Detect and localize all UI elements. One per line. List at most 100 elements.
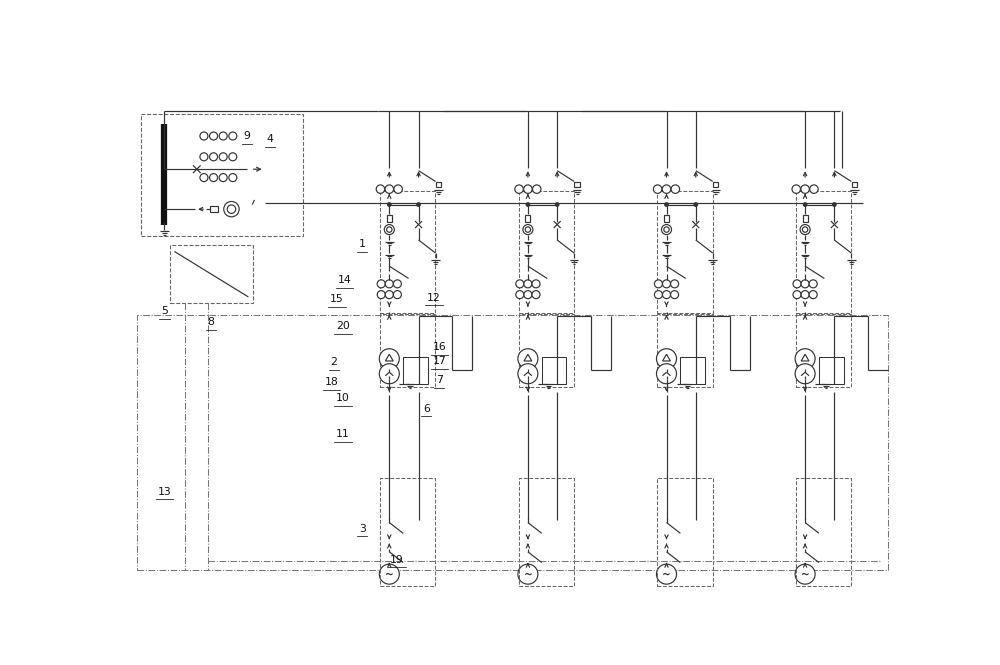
Circle shape [393,280,401,288]
Circle shape [524,291,532,299]
Circle shape [555,203,559,206]
Circle shape [210,153,218,161]
Bar [141,114,303,236]
Circle shape [656,564,677,584]
Circle shape [385,291,393,299]
Circle shape [524,280,532,288]
Circle shape [379,348,399,368]
Circle shape [518,364,538,384]
Text: 16: 16 [432,342,446,352]
Circle shape [516,280,524,288]
Bar [664,215,669,222]
Text: 7: 7 [436,375,443,385]
Bar [657,314,713,387]
Circle shape [219,153,227,161]
Bar [403,357,428,384]
Text: ~: ~ [662,569,671,579]
Circle shape [662,280,671,288]
Circle shape [210,132,218,140]
Text: ~: ~ [385,569,394,579]
Bar [657,478,713,586]
Text: 9: 9 [243,131,250,141]
Text: 4: 4 [267,134,273,144]
Circle shape [516,291,524,299]
Circle shape [224,201,239,217]
Circle shape [518,348,538,368]
Circle shape [671,185,680,194]
Text: 15: 15 [330,294,344,305]
Bar [380,192,435,313]
Circle shape [394,185,402,194]
Text: 10: 10 [336,393,350,403]
Circle shape [393,291,401,299]
Circle shape [653,185,662,194]
Circle shape [803,203,807,206]
Circle shape [200,174,208,182]
Circle shape [809,280,817,288]
Bar [380,314,435,387]
Bar [680,357,705,384]
Circle shape [377,291,385,299]
Text: 20: 20 [336,321,350,331]
Bar [803,215,808,222]
Circle shape [793,280,801,288]
Circle shape [533,185,541,194]
Circle shape [200,132,208,140]
Bar [519,478,574,586]
Circle shape [809,291,817,299]
Text: 14: 14 [338,275,352,285]
Bar [796,478,851,586]
Circle shape [802,227,808,232]
Circle shape [671,291,679,299]
Circle shape [795,348,815,368]
Circle shape [532,280,540,288]
Text: 13: 13 [158,487,171,497]
Circle shape [793,291,801,299]
Circle shape [656,364,677,384]
Circle shape [656,348,677,368]
Circle shape [417,203,420,206]
Bar [657,192,713,313]
Text: ~: ~ [524,569,532,579]
Circle shape [665,203,668,206]
Text: 1: 1 [359,239,366,249]
Text: 18: 18 [325,378,338,388]
Circle shape [219,132,227,140]
Circle shape [654,291,662,299]
Circle shape [387,227,392,232]
Bar [519,192,574,313]
Circle shape [377,280,385,288]
Circle shape [532,291,540,299]
Circle shape [795,364,815,384]
Text: 19: 19 [390,555,404,565]
Circle shape [523,225,533,235]
Text: 11: 11 [336,429,350,439]
Bar [137,315,888,571]
Circle shape [518,564,538,584]
Circle shape [801,280,809,288]
Circle shape [654,280,662,288]
Circle shape [662,291,671,299]
Circle shape [379,364,399,384]
Circle shape [219,174,227,182]
Bar [796,192,851,313]
Bar [170,245,253,303]
Text: 6: 6 [423,404,430,414]
Circle shape [526,203,530,206]
Bar [852,182,857,188]
Circle shape [801,291,809,299]
Bar [574,182,580,188]
Circle shape [801,185,809,194]
Bar [525,215,530,222]
Circle shape [792,185,800,194]
Circle shape [229,174,237,182]
Bar [796,314,851,387]
Circle shape [227,205,236,213]
Circle shape [388,203,391,206]
Circle shape [379,564,399,584]
Circle shape [664,227,669,232]
Bar [380,478,435,586]
Circle shape [229,153,237,161]
Circle shape [210,174,218,182]
Circle shape [376,185,385,194]
